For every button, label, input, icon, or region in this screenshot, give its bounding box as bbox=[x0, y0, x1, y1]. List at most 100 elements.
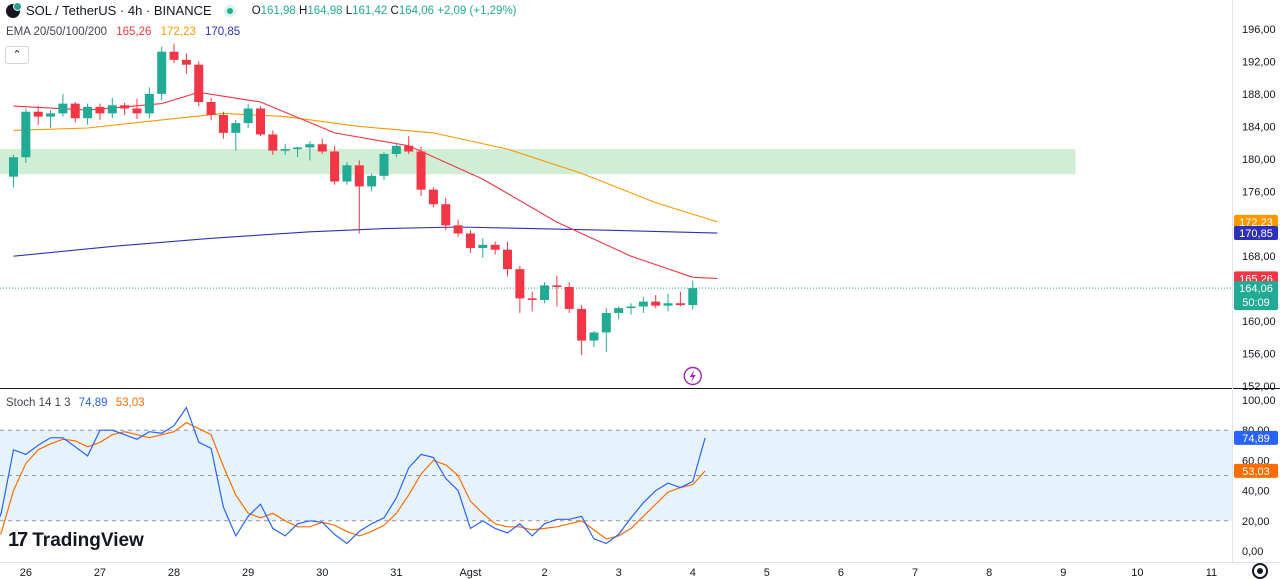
stoch-k-tag-label: 74,89 bbox=[1242, 433, 1270, 445]
ema-label: EMA 20/50/100/200 bbox=[6, 26, 108, 38]
price-tick-label: 160,00 bbox=[1242, 316, 1276, 328]
stoch-k-tag bbox=[1234, 430, 1278, 445]
time-tick-label: 3 bbox=[616, 567, 622, 579]
candle-body bbox=[416, 151, 426, 190]
stoch-tick-label: 20,00 bbox=[1242, 516, 1270, 528]
candle-body bbox=[218, 115, 228, 133]
candle-body bbox=[206, 102, 216, 116]
sol-logo-icon bbox=[6, 1, 22, 18]
symbol-title[interactable]: SOL / TetherUS · 4h · BINANCE bbox=[26, 3, 212, 18]
candle-body bbox=[293, 147, 303, 150]
candle-body bbox=[614, 308, 624, 313]
stoch-label: Stoch 14 1 3 bbox=[6, 397, 71, 409]
candle-body bbox=[453, 225, 463, 234]
last-price-tag-label: 164,06 bbox=[1239, 283, 1273, 295]
time-tick-label: 2 bbox=[541, 567, 547, 579]
candle-body bbox=[367, 175, 377, 187]
candle-body bbox=[33, 111, 43, 117]
candle-body bbox=[256, 108, 265, 135]
stoch-tick-label: 0,00 bbox=[1242, 546, 1263, 558]
candle-body bbox=[577, 308, 587, 341]
candle-body bbox=[157, 51, 167, 94]
candle-body bbox=[552, 285, 562, 288]
candle-body bbox=[194, 64, 204, 103]
symbol-header[interactable]: SOL / TetherUS · 4h · BINANCE O161,98 H1… bbox=[6, 1, 517, 18]
candle-body bbox=[21, 111, 31, 158]
change-value: +2,09 (+1,29%) bbox=[437, 4, 517, 17]
stoch-legend[interactable]: Stoch 14 1 3 74,89 53,03 bbox=[6, 397, 150, 409]
collapse-legend-button[interactable]: ⌃ bbox=[5, 46, 29, 64]
low-label: L bbox=[345, 4, 353, 17]
candle-body bbox=[95, 106, 105, 114]
candle-body bbox=[675, 303, 685, 306]
time-tick-label: 27 bbox=[94, 567, 106, 579]
price-tick-label: 176,00 bbox=[1242, 186, 1276, 198]
candle-body bbox=[490, 244, 500, 250]
time-tick-label: 8 bbox=[986, 567, 992, 579]
candle-body bbox=[354, 165, 364, 187]
time-tick-label: 7 bbox=[912, 567, 918, 579]
price-tick-label: 192,00 bbox=[1242, 56, 1276, 68]
price-tick-label: 168,00 bbox=[1242, 251, 1276, 263]
brand-name: TradingView bbox=[32, 529, 144, 551]
candle-body bbox=[317, 144, 327, 152]
candle-body bbox=[231, 123, 241, 133]
ema20-value: 165,26 bbox=[116, 26, 152, 38]
candle-body bbox=[688, 288, 698, 306]
candle-body bbox=[46, 113, 56, 117]
ema50-line bbox=[13, 112, 718, 223]
low-value: 161,42 bbox=[352, 4, 388, 17]
candle-body bbox=[589, 332, 599, 341]
candle-body bbox=[268, 134, 278, 151]
time-tick-label: Agst bbox=[459, 567, 481, 579]
price-tick-label: 152,00 bbox=[1242, 381, 1276, 393]
candle-body bbox=[305, 144, 315, 148]
time-tick-label: 28 bbox=[168, 567, 180, 579]
time-tick-label: 9 bbox=[1060, 567, 1066, 579]
time-tick-label: 10 bbox=[1131, 567, 1143, 579]
candle-body bbox=[404, 145, 414, 152]
candle-body bbox=[58, 103, 68, 114]
time-tick-label: 29 bbox=[242, 567, 254, 579]
price-tick-label: 184,00 bbox=[1242, 121, 1276, 133]
candle-body bbox=[465, 233, 475, 249]
ema100-value: 170,85 bbox=[205, 26, 241, 38]
candle-body bbox=[540, 285, 550, 300]
candle-body bbox=[503, 249, 512, 270]
tv-logo-icon: 17 bbox=[8, 529, 28, 551]
candle-body bbox=[144, 93, 154, 114]
candle-body bbox=[478, 244, 488, 249]
last-price-tag bbox=[1234, 281, 1278, 311]
candle-body bbox=[601, 312, 611, 333]
ema50-value: 172,23 bbox=[160, 26, 196, 38]
price-tick-label: 188,00 bbox=[1242, 89, 1276, 101]
open-label: O bbox=[251, 4, 261, 17]
time-tick-label: 4 bbox=[690, 567, 696, 579]
ohlc-values: O161,98 H164,98 L161,42 C164,06 +2,09 (+… bbox=[252, 5, 517, 17]
high-value: 164,98 bbox=[307, 4, 343, 17]
open-value: 161,98 bbox=[260, 4, 296, 17]
candle-body bbox=[626, 306, 636, 309]
settings-icon[interactable] bbox=[1252, 563, 1268, 579]
candle-body bbox=[428, 189, 438, 205]
stoch-d-value: 53,03 bbox=[115, 397, 145, 409]
price-tick-label: 196,00 bbox=[1242, 24, 1276, 36]
candle-body bbox=[651, 301, 661, 306]
candle-body bbox=[330, 151, 340, 182]
candle-body bbox=[70, 103, 80, 119]
time-tick-label: 31 bbox=[390, 567, 402, 579]
ema-price-tag-label: 170,85 bbox=[1239, 228, 1273, 240]
candle-body bbox=[9, 157, 18, 177]
tradingview-logo[interactable]: 17 TradingView bbox=[8, 529, 144, 552]
close-value: 164,06 bbox=[398, 4, 435, 17]
candle-body bbox=[564, 287, 574, 309]
ema-price-tag-label: 172,23 bbox=[1239, 217, 1273, 229]
candle-body bbox=[441, 204, 451, 226]
stoch-d-tag bbox=[1234, 463, 1278, 478]
ema-legend[interactable]: EMA 20/50/100/200 165,26 172,23 170,85 bbox=[6, 26, 246, 38]
candle-body bbox=[120, 105, 130, 109]
candle-body bbox=[132, 108, 142, 114]
candle-body bbox=[83, 106, 93, 119]
ema100-line bbox=[13, 226, 718, 257]
